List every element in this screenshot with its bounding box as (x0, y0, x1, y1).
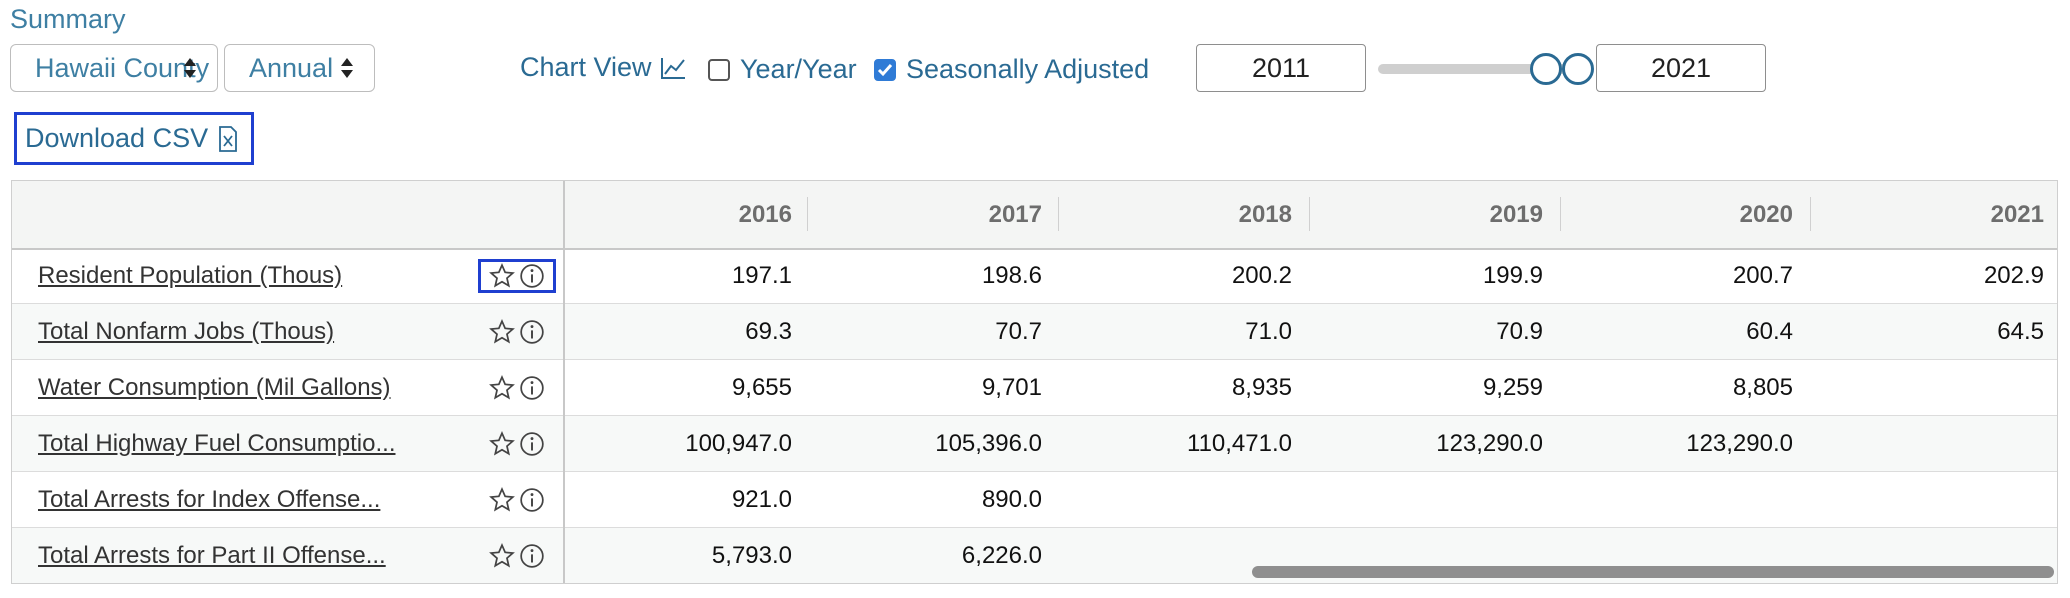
chart-view-link[interactable]: Chart View (520, 52, 686, 83)
download-csv-button[interactable]: Download CSV (14, 112, 254, 165)
horizontal-scrollbar[interactable] (1252, 566, 2054, 578)
table-cell: 9,259 (1482, 374, 1543, 401)
star-icon[interactable] (489, 375, 515, 401)
header-separator (1058, 197, 1059, 231)
data-table: 2016 2017 2018 2019 2020 2021 Resident P… (11, 180, 2058, 584)
table-cell: 8,935 (1231, 374, 1292, 401)
table-cell: 64.5 (1997, 318, 2044, 345)
frequency-select-value: Annual (249, 52, 334, 83)
info-icon[interactable] (519, 375, 545, 401)
table-cell: 890.0 (981, 486, 1042, 513)
series-link-highway-fuel[interactable]: Total Highway Fuel Consumptio... (38, 430, 396, 457)
label-column-divider (563, 181, 565, 583)
row-actions (478, 259, 556, 293)
table-cell: 198.6 (981, 262, 1042, 289)
end-year-input[interactable]: 2021 (1596, 44, 1766, 92)
column-header-2017[interactable]: 2017 (988, 201, 1042, 228)
seasonally-adjusted-label: Seasonally Adjusted (906, 54, 1150, 84)
slider-start-handle[interactable] (1530, 53, 1562, 85)
info-icon[interactable] (519, 263, 545, 289)
header-separator (1810, 197, 1811, 231)
table-header: 2016 2017 2018 2019 2020 2021 (12, 181, 2057, 250)
star-icon[interactable] (489, 487, 515, 513)
row-actions (478, 427, 556, 461)
row-actions (478, 483, 556, 517)
table-cell: 5,793.0 (711, 542, 792, 569)
line-chart-icon (660, 57, 685, 79)
info-icon[interactable] (519, 431, 545, 457)
table-cell: 200.7 (1732, 262, 1793, 289)
series-link-part-ii-offense-arrests[interactable]: Total Arrests for Part II Offense... (38, 542, 386, 569)
seasonally-adjusted-checkbox[interactable]: Seasonally Adjusted (874, 54, 1149, 85)
summary-title: Summary (10, 4, 126, 34)
select-caret-icon (184, 58, 196, 78)
header-separator (807, 197, 808, 231)
header-separator (1309, 197, 1310, 231)
row-actions (478, 315, 556, 349)
table-row: Total Highway Fuel Consumptio... 100,947… (12, 416, 2057, 472)
table-row: Water Consumption (Mil Gallons) 9,655 9,… (12, 360, 2057, 416)
checkbox-box[interactable] (708, 58, 730, 81)
table-cell: 921.0 (731, 486, 792, 513)
download-csv-label: Download CSV (25, 123, 209, 153)
slider-end-handle[interactable] (1562, 53, 1594, 85)
table-cell: 100,947.0 (685, 430, 792, 457)
info-icon[interactable] (519, 543, 545, 569)
table-cell: 60.4 (1746, 318, 1793, 345)
column-header-2021[interactable]: 2021 (1990, 201, 2044, 228)
table-cell: 70.7 (995, 318, 1042, 345)
table-cell: 6,226.0 (961, 542, 1042, 569)
start-year-input[interactable]: 2011 (1196, 44, 1366, 92)
county-select-value: Hawaii County (35, 52, 210, 83)
table-cell: 9,655 (731, 374, 792, 401)
checkbox-box-checked[interactable] (874, 58, 896, 81)
year-range-slider[interactable] (1378, 53, 1594, 85)
column-header-2020[interactable]: 2020 (1739, 201, 1793, 228)
series-link-resident-population[interactable]: Resident Population (Thous) (38, 262, 343, 289)
table-cell: 123,290.0 (1686, 430, 1793, 457)
table-cell: 71.0 (1245, 318, 1292, 345)
csv-file-icon (219, 125, 237, 152)
table-row: Total Nonfarm Jobs (Thous) 69.3 70.7 71.… (12, 304, 2057, 360)
chart-view-label: Chart View (520, 52, 652, 82)
info-icon[interactable] (519, 319, 545, 345)
table-row: Resident Population (Thous) 197.1 198.6 … (12, 248, 2057, 304)
table-cell: 123,290.0 (1436, 430, 1543, 457)
table-cell: 202.9 (1983, 262, 2044, 289)
series-link-nonfarm-jobs[interactable]: Total Nonfarm Jobs (Thous) (38, 318, 335, 345)
table-cell: 197.1 (731, 262, 792, 289)
frequency-select[interactable]: Annual (224, 44, 375, 92)
series-link-index-offense-arrests[interactable]: Total Arrests for Index Offense... (38, 486, 381, 513)
table-cell: 105,396.0 (935, 430, 1042, 457)
controls-bar: Hawaii County Annual Chart View Year/Yea… (10, 44, 2060, 94)
column-header-2018[interactable]: 2018 (1238, 201, 1292, 228)
star-icon[interactable] (489, 431, 515, 457)
star-icon[interactable] (489, 319, 515, 345)
table-cell: 199.9 (1482, 262, 1543, 289)
info-icon[interactable] (519, 487, 545, 513)
table-cell: 70.9 (1496, 318, 1543, 345)
table-cell: 200.2 (1231, 262, 1292, 289)
table-row: Total Arrests for Index Offense... 921.0… (12, 472, 2057, 528)
year-over-year-label: Year/Year (740, 54, 857, 84)
table-cell: 110,471.0 (1187, 430, 1292, 457)
county-select[interactable]: Hawaii County (10, 44, 218, 92)
series-link-water-consumption[interactable]: Water Consumption (Mil Gallons) (38, 374, 391, 401)
header-separator (1560, 197, 1561, 231)
star-icon[interactable] (489, 263, 515, 289)
column-header-2019[interactable]: 2019 (1489, 201, 1543, 228)
select-caret-icon (341, 58, 353, 78)
table-cell: 69.3 (745, 318, 792, 345)
table-cell: 8,805 (1732, 374, 1793, 401)
row-actions (478, 539, 556, 573)
row-actions (478, 371, 556, 405)
checkmark-icon (877, 63, 893, 76)
year-over-year-checkbox[interactable]: Year/Year (708, 54, 857, 85)
star-icon[interactable] (489, 543, 515, 569)
table-cell: 9,701 (981, 374, 1042, 401)
column-header-2016[interactable]: 2016 (738, 201, 792, 228)
